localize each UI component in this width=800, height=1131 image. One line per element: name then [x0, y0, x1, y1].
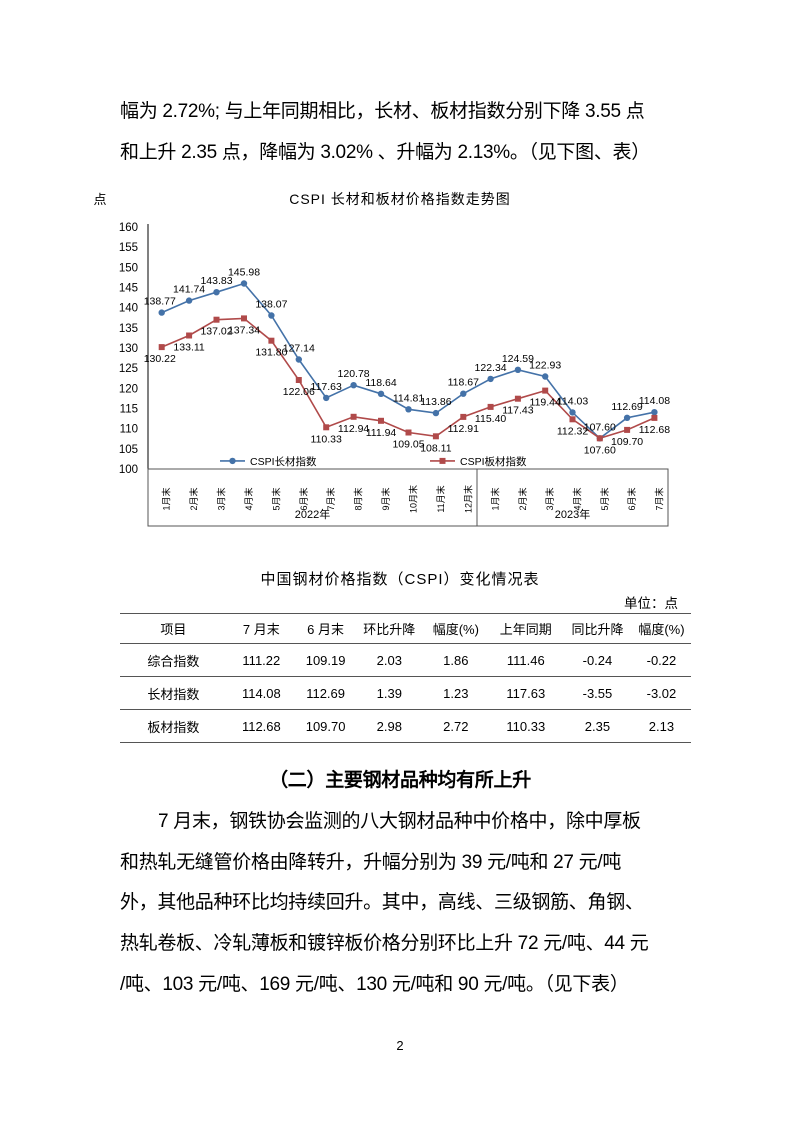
svg-text:112.68: 112.68	[639, 424, 670, 436]
svg-text:2022年: 2022年	[295, 507, 330, 521]
svg-text:100: 100	[119, 464, 138, 476]
svg-text:133.11: 133.11	[173, 342, 204, 354]
svg-text:8月末: 8月末	[353, 488, 364, 511]
svg-text:CSPI 长材和板材价格指数走势图: CSPI 长材和板材价格指数走势图	[289, 191, 511, 207]
svg-text:160: 160	[119, 222, 138, 234]
svg-text:7月末: 7月末	[653, 488, 664, 511]
svg-text:3月末: 3月末	[544, 488, 555, 511]
svg-text:CSPI板材指数: CSPI板材指数	[460, 455, 527, 468]
svg-text:1月末: 1月末	[490, 488, 501, 511]
svg-text:118.64: 118.64	[365, 377, 396, 389]
svg-text:107.60: 107.60	[584, 422, 616, 434]
svg-text:11月末: 11月末	[435, 486, 446, 513]
svg-text:118.67: 118.67	[448, 377, 479, 389]
svg-text:5月末: 5月末	[270, 488, 281, 511]
svg-text:135: 135	[119, 323, 138, 335]
svg-text:117.63: 117.63	[311, 381, 342, 393]
svg-text:10月末: 10月末	[408, 485, 419, 513]
svg-text:6月末: 6月末	[298, 488, 309, 511]
svg-text:120: 120	[119, 384, 138, 396]
svg-text:108.11: 108.11	[420, 443, 451, 455]
svg-text:112.32: 112.32	[557, 426, 588, 438]
svg-text:137.34: 137.34	[228, 325, 260, 337]
svg-text:138.07: 138.07	[255, 299, 287, 311]
svg-text:点: 点	[93, 192, 106, 207]
svg-text:5月末: 5月末	[599, 488, 610, 511]
svg-text:12月末: 12月末	[462, 485, 473, 513]
svg-text:145: 145	[119, 283, 138, 295]
svg-text:130: 130	[119, 343, 138, 355]
svg-text:2月末: 2月末	[188, 488, 199, 511]
svg-text:110.33: 110.33	[311, 434, 342, 446]
svg-text:119.44: 119.44	[530, 397, 561, 409]
svg-text:127.14: 127.14	[283, 343, 315, 355]
svg-text:145.98: 145.98	[228, 267, 260, 279]
svg-text:112.94: 112.94	[338, 423, 369, 435]
svg-text:2023年: 2023年	[555, 507, 590, 521]
svg-text:115: 115	[120, 404, 138, 416]
svg-text:130.22: 130.22	[144, 353, 176, 365]
svg-text:150: 150	[119, 263, 138, 275]
svg-text:2月末: 2月末	[517, 488, 528, 511]
svg-text:110: 110	[120, 424, 138, 436]
svg-text:CSPI长材指数: CSPI长材指数	[250, 455, 317, 468]
svg-text:155: 155	[119, 243, 138, 255]
svg-text:138.77: 138.77	[144, 296, 176, 308]
svg-text:122.06: 122.06	[283, 386, 315, 398]
svg-text:113.86: 113.86	[420, 396, 451, 408]
svg-text:111.94: 111.94	[366, 427, 397, 439]
svg-text:131.80: 131.80	[255, 347, 287, 359]
svg-text:140: 140	[119, 303, 138, 315]
svg-text:3月末: 3月末	[216, 488, 227, 511]
svg-text:125: 125	[119, 364, 138, 376]
svg-text:122.93: 122.93	[529, 360, 561, 372]
svg-text:105: 105	[119, 444, 138, 456]
svg-text:109.70: 109.70	[611, 436, 643, 448]
svg-text:7月末: 7月末	[325, 488, 336, 511]
svg-text:6月末: 6月末	[626, 488, 637, 511]
svg-text:1月末: 1月末	[161, 488, 172, 511]
svg-text:9月末: 9月末	[380, 488, 391, 511]
svg-text:114.03: 114.03	[557, 396, 588, 408]
svg-text:114.08: 114.08	[639, 396, 670, 408]
svg-text:4月末: 4月末	[243, 488, 254, 511]
svg-text:4月末: 4月末	[572, 488, 583, 511]
